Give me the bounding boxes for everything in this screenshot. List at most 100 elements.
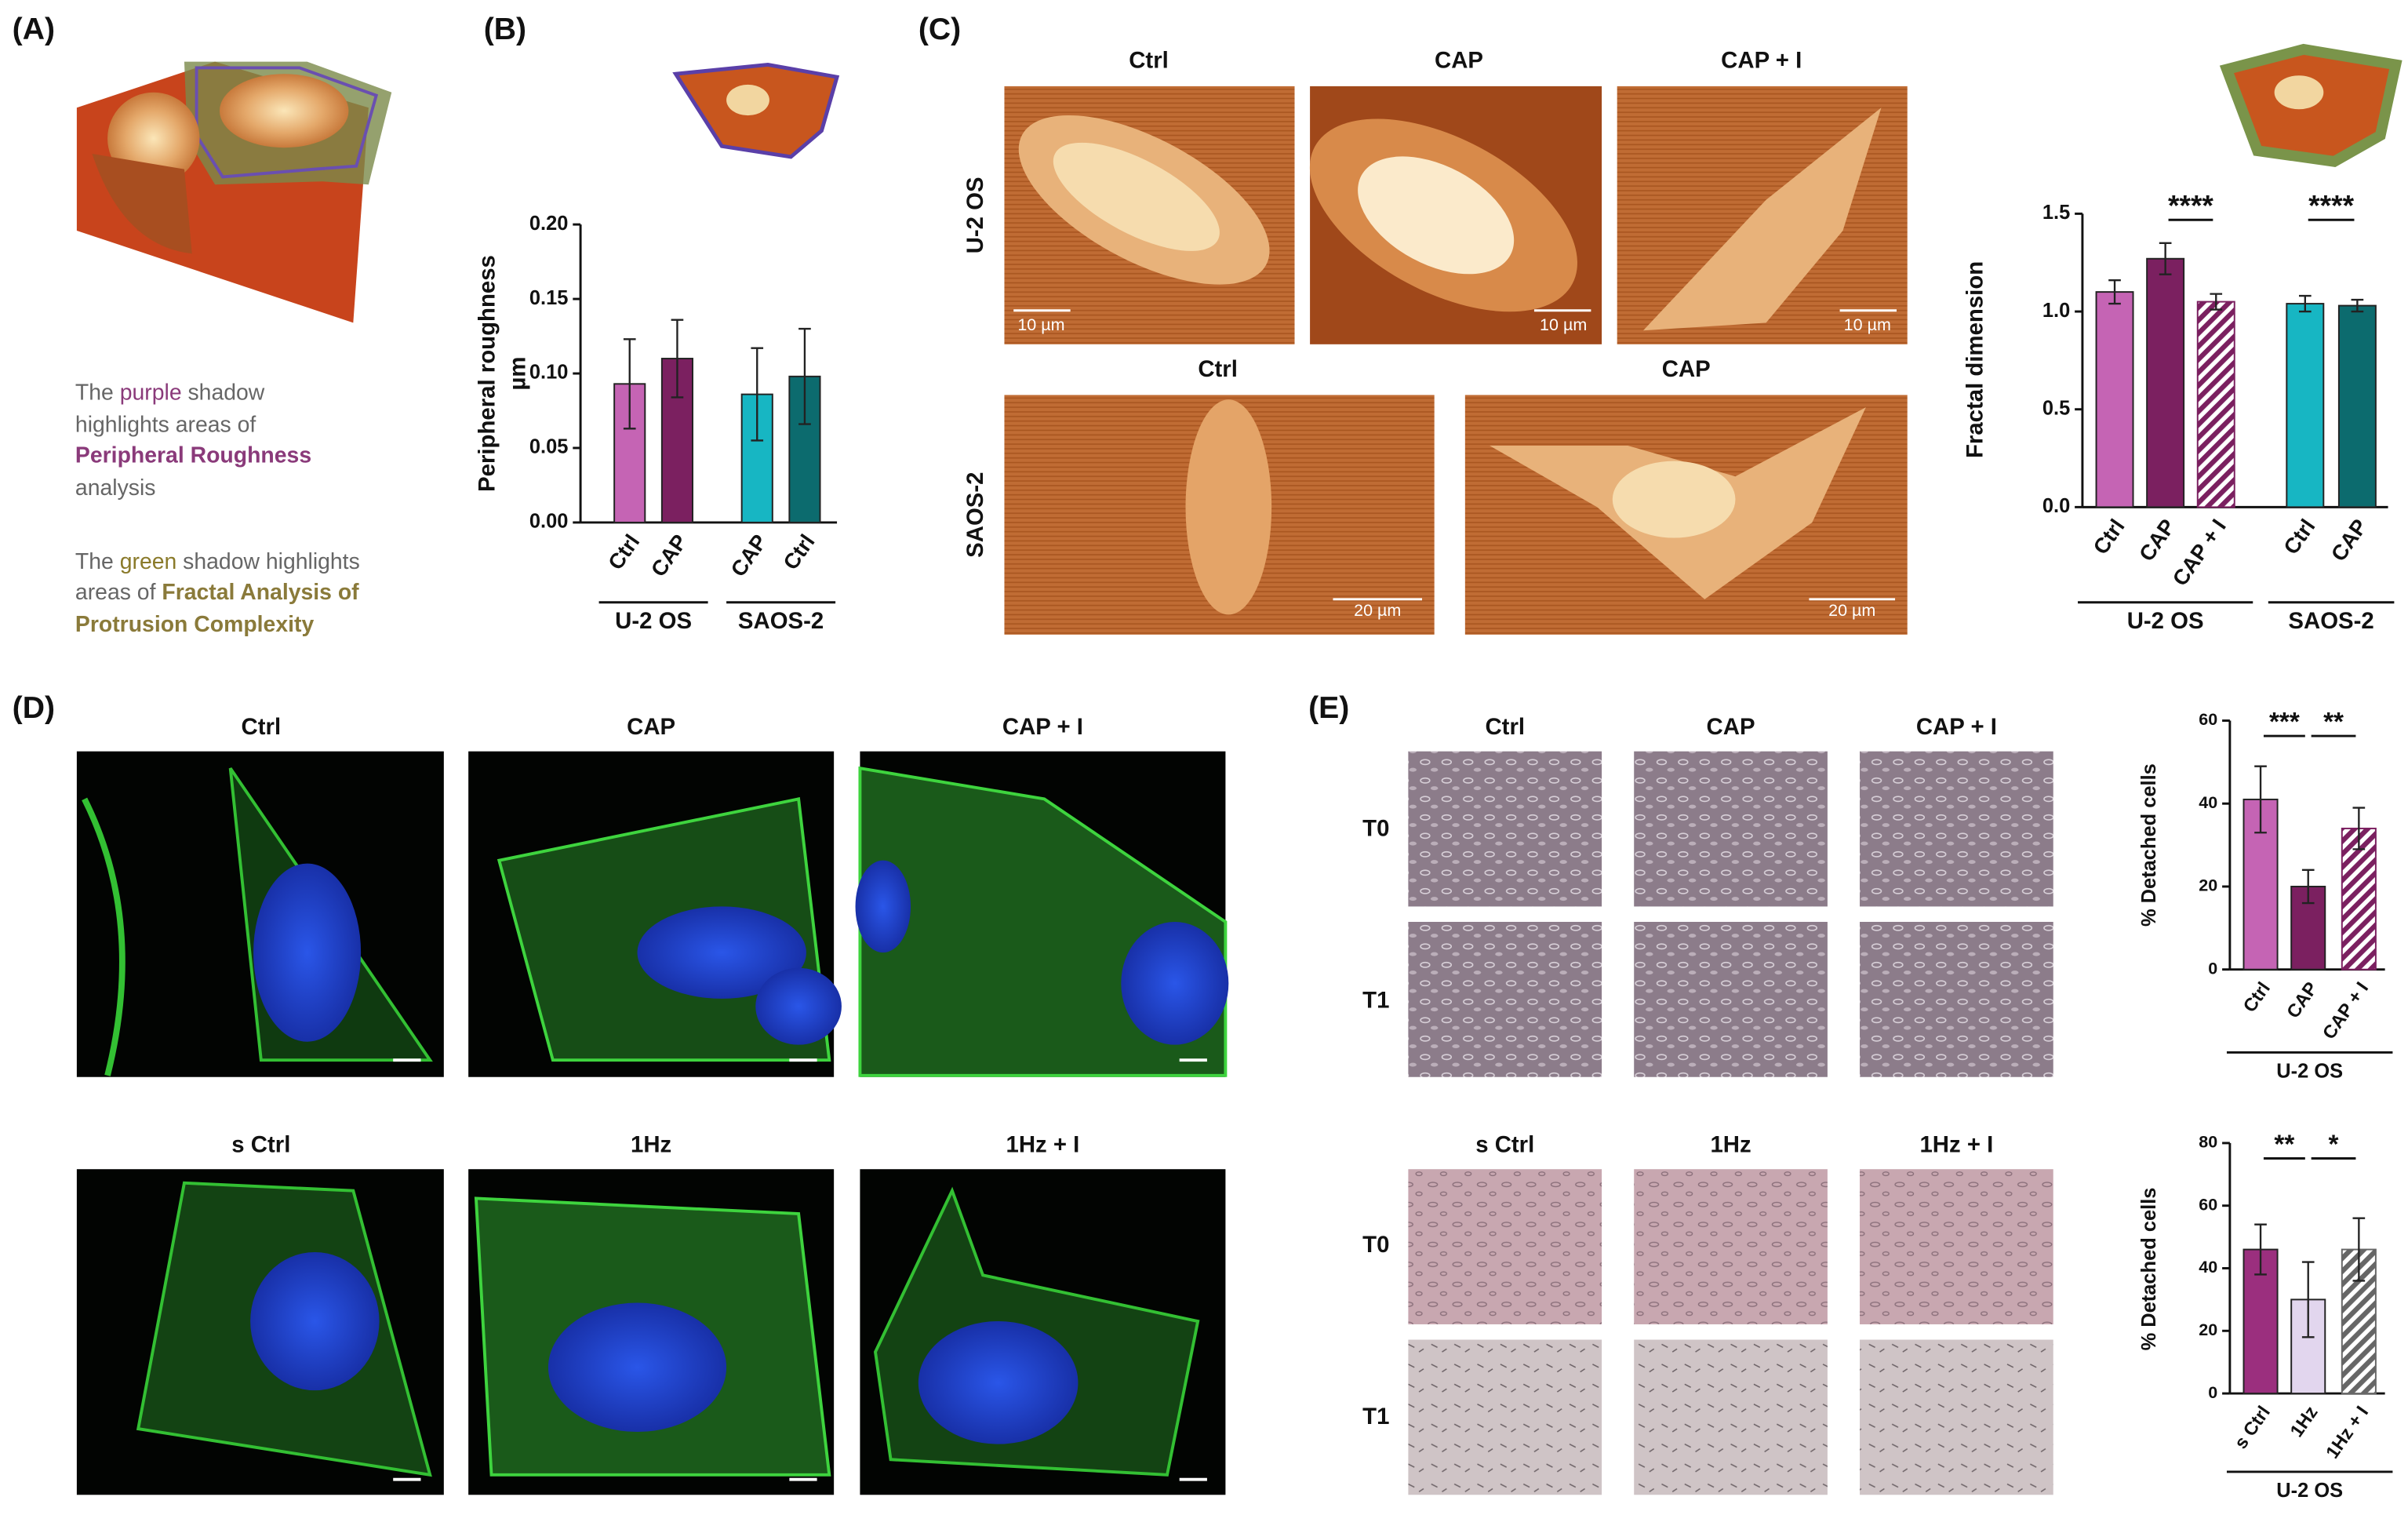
x-tick-label: Ctrl — [2088, 515, 2129, 559]
image-title: 1Hz — [631, 1132, 671, 1158]
error-bar — [2159, 242, 2172, 275]
bar — [2290, 1298, 2326, 1395]
row-label: T0 — [1362, 815, 1389, 841]
significance-label: ** — [2274, 1131, 2294, 1160]
error-bar — [2351, 298, 2364, 313]
note-line: The purple shadow — [75, 380, 265, 405]
image-title: Ctrl — [1198, 356, 1238, 382]
y-axis-label: % Detached cells — [2138, 763, 2160, 927]
row-label: SAOS-2 — [962, 472, 988, 557]
note-line: areas of Fractal Analysis of — [75, 580, 359, 605]
y-tick-label: 0.0 — [2042, 495, 2070, 517]
x-tick-label: 1Hz — [2286, 1402, 2321, 1440]
y-tick-label: 20 — [2199, 876, 2217, 895]
panel-label: (D) — [13, 691, 55, 725]
image-title: CAP + I — [1002, 714, 1083, 740]
panel-label: (A) — [13, 13, 55, 46]
x-tick-label: 1Hz + I — [2322, 1402, 2372, 1462]
y-tick-label: 0 — [2208, 959, 2217, 978]
note-line: highlights areas of — [75, 412, 256, 437]
image-title: 1Hz — [1710, 1132, 1751, 1158]
significance-label: * — [2329, 1131, 2339, 1160]
error-bar — [2254, 765, 2267, 834]
x-tick-label: CAP — [2326, 515, 2372, 566]
image-title: CAP — [1707, 714, 1755, 740]
error-bar — [798, 327, 811, 425]
note-line: The green shadow highlights — [75, 548, 360, 574]
x-tick-label: CAP — [2283, 978, 2322, 1022]
scale-bar-label: 20 µm — [1354, 601, 1401, 620]
scale-bar-label: 10 µm — [1844, 315, 1891, 334]
scale-bar-label: 10 µm — [1017, 315, 1064, 334]
image-title: CAP — [1662, 356, 1711, 382]
image-title: Ctrl — [242, 714, 282, 740]
panel-label: (B) — [484, 13, 526, 46]
y-tick-label: 0.15 — [529, 287, 569, 309]
y-tick-label: 40 — [2199, 793, 2217, 812]
panel-c-images — [1004, 86, 1908, 635]
note-fragment: Peripheral Roughness — [75, 442, 311, 468]
error-bar — [2301, 1261, 2315, 1338]
row-label: U-2 OS — [962, 177, 988, 253]
group-label: SAOS-2 — [738, 608, 824, 634]
y-tick-label: 60 — [2199, 1195, 2217, 1214]
image-title: s Ctrl — [231, 1132, 290, 1158]
group-label: SAOS-2 — [2288, 608, 2373, 634]
bar — [2196, 300, 2235, 508]
x-tick-label: CAP + I — [2319, 978, 2373, 1043]
y-tick-label: 1.0 — [2042, 300, 2070, 322]
scale-bar-label: 20 µm — [1828, 601, 1875, 620]
note-line: Peripheral Roughness — [75, 442, 311, 468]
error-bar — [671, 319, 684, 399]
error-bar — [2298, 294, 2312, 313]
y-tick-label: 40 — [2199, 1258, 2217, 1276]
y-tick-label: 0.5 — [2042, 397, 2070, 419]
image-title: Ctrl — [1485, 714, 1525, 740]
note-fragment: highlights areas of — [75, 412, 256, 437]
bar — [2341, 827, 2377, 971]
y-axis-label: % Detached cells — [2138, 1188, 2160, 1351]
x-tick-label: Ctrl — [778, 530, 819, 574]
panel-e-images — [1408, 751, 2053, 1495]
image-title: 1Hz + I — [1919, 1132, 1993, 1158]
y-tick-label: 80 — [2199, 1133, 2217, 1152]
bar — [2337, 304, 2377, 508]
image-title: CAP — [627, 714, 675, 740]
row-label: T1 — [1362, 1404, 1389, 1429]
error-bar — [2352, 1217, 2366, 1282]
y-tick-label: 0 — [2208, 1383, 2217, 1402]
x-tick-label: Ctrl — [603, 530, 644, 574]
bar — [2146, 257, 2185, 508]
error-bar — [2301, 869, 2315, 905]
y-tick-label: 1.5 — [2042, 202, 2070, 224]
note-fragment: Protrusion Complexity — [75, 612, 315, 637]
y-axis-label: Fractal dimension — [1962, 261, 1988, 458]
error-bar — [2210, 293, 2223, 311]
group-label: U-2 OS — [2127, 608, 2204, 634]
error-bar — [623, 338, 636, 430]
significance-label: **** — [2308, 188, 2354, 221]
image-title: CAP — [1435, 47, 1483, 73]
note-fragment: The — [75, 548, 120, 574]
bar — [2286, 303, 2325, 508]
scale-bar-label: 10 µm — [1540, 315, 1587, 334]
note-fragment: green — [120, 548, 177, 574]
y-axis-label: Peripheral roughness — [474, 255, 500, 492]
note-fragment: analysis — [75, 475, 156, 500]
note-fragment: Fractal Analysis of — [162, 580, 359, 605]
image-title: 1Hz + I — [1006, 1132, 1080, 1158]
y-tick-label: 0.20 — [529, 213, 569, 235]
y-tick-label: 60 — [2199, 710, 2217, 729]
y-tick-label: 0.05 — [529, 436, 569, 458]
y-tick-label: 0.00 — [529, 511, 569, 533]
significance-label: **** — [2168, 188, 2213, 221]
image-title: CAP + I — [1721, 47, 1802, 73]
note-fragment: The — [75, 380, 120, 405]
error-bar — [751, 347, 764, 442]
x-tick-label: CAP — [726, 530, 772, 581]
note-line: analysis — [75, 475, 156, 500]
panel-label: (E) — [1308, 691, 1349, 725]
y-tick-label: 0.10 — [529, 362, 569, 384]
x-tick-label: CAP — [646, 530, 693, 581]
